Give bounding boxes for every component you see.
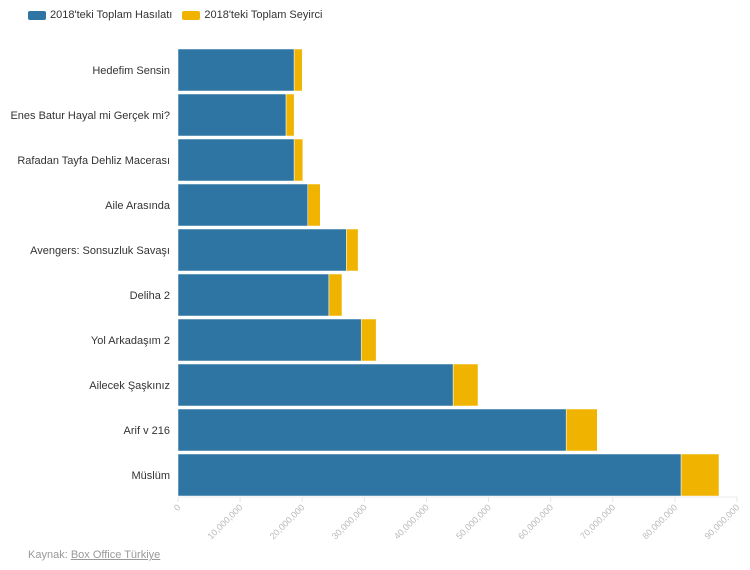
bar-revenue[interactable]: [177, 363, 454, 407]
bar-audience[interactable]: [328, 273, 343, 317]
bar-audience[interactable]: [346, 228, 359, 272]
bar-audience[interactable]: [285, 93, 295, 137]
bar-revenue[interactable]: [177, 183, 309, 227]
legend-label: 2018'teki Toplam Hasılatı: [50, 9, 173, 21]
bar-audience[interactable]: [452, 363, 479, 407]
category-label: Müslüm: [131, 470, 170, 482]
x-tick-label: 30,000,000: [330, 502, 369, 541]
category-label: Ailecek Şaşkınız: [89, 380, 170, 392]
bar-revenue[interactable]: [177, 318, 362, 362]
bar-audience[interactable]: [680, 453, 720, 497]
source-label: Kaynak:: [28, 549, 68, 561]
source-link[interactable]: Box Office Türkiye: [70, 549, 161, 561]
bar-revenue[interactable]: [177, 93, 287, 137]
x-tick-label: 40,000,000: [392, 502, 431, 541]
bar-revenue[interactable]: [177, 408, 567, 452]
legend-swatch-revenue: [28, 10, 46, 20]
category-label: Yol Arkadaşım 2: [91, 335, 170, 347]
legend-item-revenue[interactable]: 2018'teki Toplam Hasılatı: [28, 9, 172, 21]
category-label: Arif v 216: [124, 425, 170, 437]
bar-audience[interactable]: [293, 48, 303, 92]
x-tick-label: 20,000,000: [268, 502, 307, 541]
x-tick-label: 80,000,000: [640, 502, 679, 541]
x-tick-label: 0: [172, 502, 183, 513]
bar-revenue[interactable]: [177, 453, 682, 497]
bar-revenue[interactable]: [177, 138, 295, 182]
category-label: Deliha 2: [130, 290, 170, 302]
bar-audience[interactable]: [565, 408, 598, 452]
category-label: Rafadan Tayfa Dehliz Macerası: [17, 155, 170, 167]
bar-audience[interactable]: [360, 318, 377, 362]
x-tick-label: 90,000,000: [702, 502, 741, 541]
category-label: Enes Batur Hayal mi Gerçek mi?: [10, 110, 170, 122]
category-label: Hedefim Sensin: [92, 65, 170, 77]
category-label: Avengers: Sonsuzluk Savaşı: [30, 245, 170, 257]
x-tick-label: 70,000,000: [578, 502, 617, 541]
legend: 2018'teki Toplam Hasılatı 2018'teki Topl…: [28, 9, 322, 21]
x-tick-label: 50,000,000: [454, 502, 493, 541]
x-tick-label: 60,000,000: [516, 502, 555, 541]
legend-swatch-audience: [182, 10, 201, 20]
bar-audience[interactable]: [307, 183, 321, 227]
bar-revenue[interactable]: [177, 273, 330, 317]
source-note: Kaynak: Box Office Türkiye: [28, 549, 160, 561]
legend-item-audience[interactable]: 2018'teki Toplam Seyirci: [182, 9, 322, 21]
legend-label: 2018'teki Toplam Seyirci: [204, 9, 323, 21]
bar-revenue[interactable]: [177, 228, 347, 272]
x-tick-label: 10,000,000: [206, 502, 245, 541]
category-label: Aile Arasında: [105, 200, 171, 212]
bar-audience[interactable]: [293, 138, 304, 182]
bar-revenue[interactable]: [177, 48, 295, 92]
